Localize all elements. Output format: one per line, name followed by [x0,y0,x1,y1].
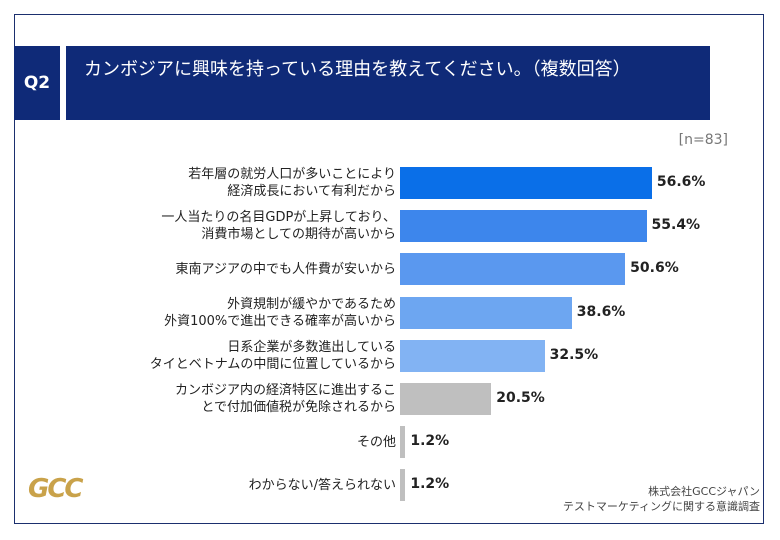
value-label: 38.6% [576,303,626,320]
category-label: 日系企業が多数進出している タイとベトナムの中間に位置しているから [149,339,396,372]
category-label: 一人当たりの名目GDPが上昇しており、 消費市場としての期待が高いから [161,210,396,243]
bar [400,426,406,459]
sample-size: [n=83] [678,132,728,148]
value-label: 32.5% [549,346,599,363]
category-label: 東南アジアの中でも人件費が安いから [175,261,396,277]
value-label: 50.6% [630,260,679,277]
bar [400,296,572,329]
category-label: 外資規制が緩やかであるため 外資100%で進出できる確率が高いから [164,296,396,329]
bar [400,167,652,199]
logo: GCC [28,474,83,504]
bar [400,339,545,372]
category-label: 若年層の就労人口が多いことにより 経済成長において有利だから [188,167,396,199]
category-label: カンボジア内の経済特区に進出するこ とで付加価値税が免除されるから [174,383,396,415]
category-label: わからない/答えられない [248,477,396,493]
value-label: 1.2% [410,476,450,493]
category-label: その他 [356,434,396,450]
bar [400,210,647,243]
source-note: 株式会社GCCジャパン テストマーケティングに関する意識調査 [562,485,760,513]
chart-title: カンボジアに興味を持っている理由を教えてください。（複数回答） [66,46,710,120]
value-label: 1.2% [410,433,450,450]
value-label: 55.4% [651,217,701,234]
value-label: 20.5% [496,390,545,406]
frame [14,14,764,524]
bar [400,469,406,502]
bar [400,383,492,415]
value-label: 56.6% [656,174,706,190]
question-label: Q2 [14,46,60,120]
bar [400,253,626,286]
